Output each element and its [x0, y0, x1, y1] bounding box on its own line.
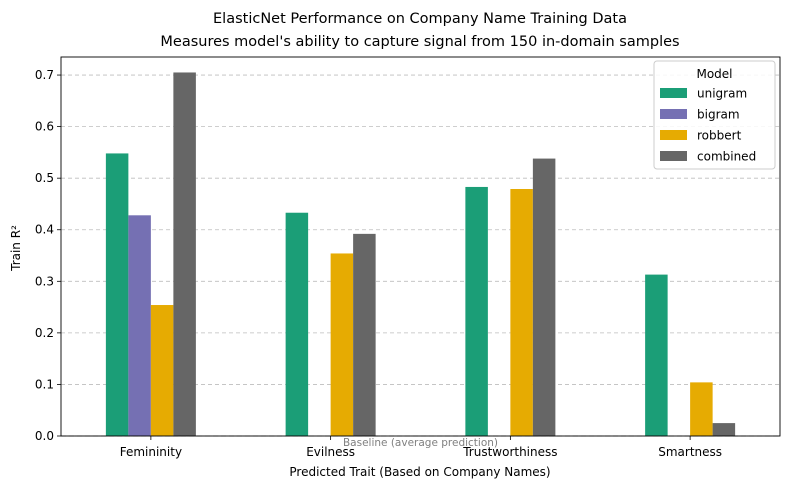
y-tick-label: 0.5: [35, 171, 54, 185]
plot-frame: [60, 56, 781, 437]
bar-robbert-femininity: [150, 305, 174, 436]
y-tick-label: 0.3: [35, 274, 54, 288]
bar-combined-smartness: [712, 423, 736, 436]
y-tick-label: 0.2: [35, 326, 54, 340]
legend-swatch-bigram: [660, 109, 687, 119]
bar-robbert-smartness: [690, 382, 713, 436]
y-ticks: 0.0 0.1 0.2 0.3 0.4 0.5 0.6 0.7: [35, 68, 61, 443]
baseline-label: Baseline (average prediction): [343, 437, 498, 449]
chart-title-line2: Measures model's ability to capture sign…: [160, 34, 679, 50]
y-tick-label: 0.6: [35, 120, 54, 134]
bar-combined-evilness: [353, 233, 376, 436]
bar-robbert-evilness: [330, 253, 354, 436]
y-tick-label: 0.4: [35, 223, 54, 237]
y-axis-label: Train R²: [9, 225, 23, 272]
legend-label-combined: combined: [697, 150, 756, 164]
bar-combined-femininity: [173, 72, 196, 436]
bar-robbert-trustworthiness: [510, 189, 533, 436]
legend-label-bigram: bigram: [697, 108, 740, 122]
legend: Model unigram bigram robbert combined: [653, 60, 776, 170]
x-tick-label: Femininity: [120, 445, 182, 459]
baseline: Baseline (average prediction): [61, 435, 780, 449]
legend-title: Model: [696, 67, 732, 81]
x-tick-label: Trustworthiness: [462, 445, 557, 459]
bar-combined-trustworthiness: [532, 158, 556, 436]
legend-label-robbert: robbert: [697, 129, 742, 143]
bar-unigram-smartness: [645, 274, 668, 436]
x-axis-label: Predicted Trait (Based on Company Names): [289, 465, 550, 479]
legend-swatch-robbert: [660, 130, 687, 140]
bar-unigram-trustworthiness: [465, 186, 488, 436]
bar-bigram-femininity: [128, 215, 151, 436]
y-tick-label: 0.0: [35, 429, 54, 443]
bars: [105, 72, 736, 437]
bar-unigram-femininity: [105, 153, 129, 437]
legend-swatch-unigram: [660, 88, 687, 98]
x-ticks: Femininity Evilness Trustworthiness Smartne…: [120, 436, 722, 459]
bar-unigram-evilness: [285, 212, 309, 436]
legend-label-unigram: unigram: [697, 87, 747, 101]
y-tick-label: 0.7: [35, 68, 54, 82]
x-tick-label: Evilness: [306, 445, 355, 459]
x-tick-label: Smartness: [658, 445, 722, 459]
chart-title-line1: ElasticNet Performance on Company Name T…: [213, 11, 627, 27]
axes: [60, 56, 781, 437]
legend-swatch-combined: [660, 151, 687, 161]
y-tick-label: 0.1: [35, 377, 54, 391]
